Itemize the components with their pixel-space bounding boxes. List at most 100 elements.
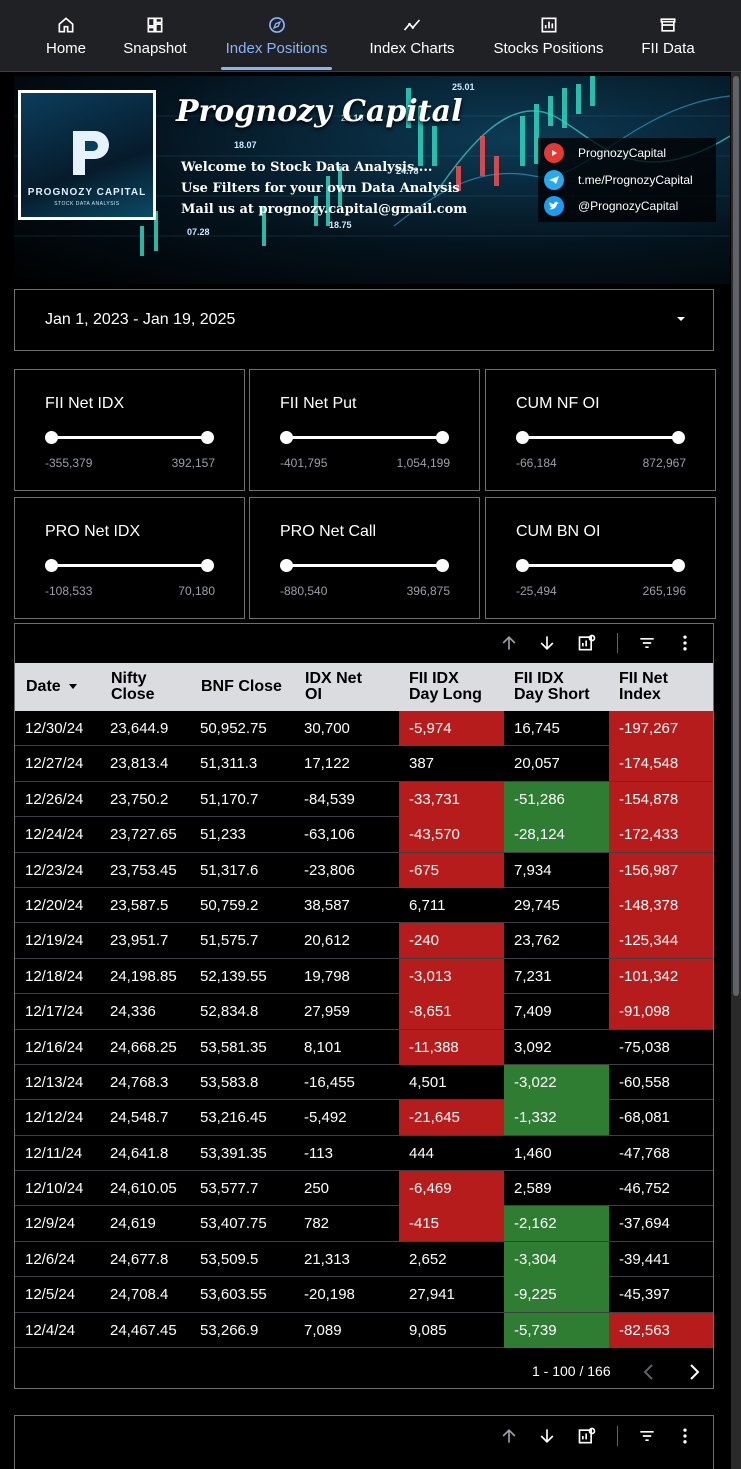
column-header-nifty-close[interactable]: Nifty Close [111, 663, 201, 711]
telegram-icon [544, 170, 564, 190]
chart-settings-icon[interactable] [577, 1426, 597, 1446]
table-cell: -2,162 [504, 1206, 609, 1242]
slider-min-handle[interactable] [516, 431, 529, 444]
tick-label: 25.01 [452, 82, 475, 92]
table-cell: 53,603.55 [200, 1286, 267, 1304]
slider-max-handle[interactable] [436, 431, 449, 444]
table-cell: 53,583.8 [200, 1073, 259, 1091]
table-cell: -174,548 [609, 746, 713, 782]
table-cell: -5,492 [304, 1109, 347, 1127]
nav-index-charts[interactable]: Index Charts [366, 0, 458, 72]
table-row: 12/18/24 24,198.85 52,139.55 19,798 -3,013 7,… [15, 958, 713, 995]
slider-track[interactable] [280, 431, 449, 444]
arrow-down-icon[interactable] [537, 1426, 557, 1446]
table-cell: 24,198.85 [110, 967, 177, 985]
table-cell: -197,267 [609, 711, 713, 746]
twitter-icon [544, 196, 564, 216]
table-cell: 29,745 [514, 896, 560, 914]
filter-icon[interactable] [637, 633, 657, 653]
column-header-fii-idx-day-short[interactable]: FII IDX Day Short [514, 663, 620, 711]
table-row: 12/19/24 23,951.7 51,575.7 20,612 -240 23,762… [15, 923, 713, 959]
date-range-selector[interactable]: Jan 1, 2023 - Jan 19, 2025 [14, 289, 714, 351]
table-cell: -11,388 [399, 1029, 504, 1065]
slider-max-handle[interactable] [201, 559, 214, 572]
slider-track[interactable] [45, 431, 214, 444]
column-header-fii-idx-day-long[interactable]: FII IDX Day Long [409, 663, 514, 711]
telegram-link[interactable]: t.me/PrognozyCapital [544, 169, 693, 191]
table-cell: -46,752 [619, 1180, 670, 1198]
slider-min-handle[interactable] [45, 431, 58, 444]
column-header-bnf-close[interactable]: BNF Close [201, 663, 305, 711]
scrollbar-thumb[interactable] [733, 76, 739, 996]
column-header-fii-net-index[interactable]: FII Net Index [619, 663, 713, 711]
arrow-up-icon[interactable] [499, 633, 519, 653]
table-cell: 20,057 [514, 755, 560, 773]
arrow-down-icon[interactable] [537, 633, 557, 653]
slider-max-handle[interactable] [672, 431, 685, 444]
table-cell: 12/12/24 [25, 1109, 84, 1127]
nav-index-positions[interactable]: Index Positions [221, 0, 332, 72]
dropdown-caret-icon [677, 317, 685, 321]
filter-icon[interactable] [637, 1426, 657, 1446]
store-icon [660, 18, 676, 32]
more-vert-icon[interactable] [675, 633, 695, 653]
table-row: 12/12/24 24,548.7 53,216.45 -5,492 -21,645 -1… [15, 1100, 713, 1136]
arrow-up-icon[interactable] [499, 1426, 519, 1446]
table-cell: 12/18/24 [25, 967, 84, 985]
table-cell: 16,745 [514, 720, 560, 737]
slider-title: CUM NF OI [516, 395, 600, 412]
column-header-idx-net-oi[interactable]: IDX Net OI [305, 663, 409, 711]
table-cell: 12/20/24 [25, 896, 84, 914]
nav-snapshot[interactable]: Snapshot [121, 0, 189, 72]
table-cell: 12/17/24 [25, 1003, 84, 1021]
table-cell: 24,668.25 [110, 1038, 177, 1056]
table-cell: 50,759.2 [200, 896, 259, 914]
more-vert-icon[interactable] [675, 1426, 695, 1446]
column-header-date[interactable]: Date [26, 663, 110, 711]
chevron-left-icon[interactable] [640, 1362, 658, 1382]
table-cell: 51,317.6 [200, 861, 259, 879]
table-row: 12/10/24 24,610.05 53,577.7 250 -6,469 2,589 -… [15, 1171, 713, 1207]
twitter-link[interactable]: @PrognozyCapital [544, 195, 678, 217]
slider-max-handle[interactable] [436, 559, 449, 572]
table-cell: 19,798 [304, 967, 350, 985]
table-cell: -33,731 [399, 781, 504, 817]
nav-stocks-positions[interactable]: Stocks Positions [491, 0, 606, 72]
slider-track[interactable] [516, 559, 685, 572]
nav-home[interactable]: Home [44, 0, 88, 72]
nav-snapshot-label: Snapshot [123, 40, 187, 57]
table-cell: -43,570 [399, 817, 504, 853]
table-cell: -154,878 [609, 781, 713, 817]
nav-fii-data[interactable]: FII Data [640, 0, 696, 72]
slider-title: FII Net Put [280, 395, 357, 412]
slider-max-value: 396,875 [406, 584, 450, 598]
table-cell: 23,753.45 [110, 861, 177, 879]
table-cell: 23,587.5 [110, 896, 169, 914]
slider-min-handle[interactable] [516, 559, 529, 572]
nav-index-charts-label: Index Charts [369, 40, 455, 57]
slider-track[interactable] [516, 431, 685, 444]
slider-min-handle[interactable] [45, 559, 58, 572]
slider-track[interactable] [45, 559, 214, 572]
table-cell: 7,409 [514, 1003, 552, 1021]
table-cell: -156,987 [609, 852, 713, 888]
slider-max-handle[interactable] [201, 431, 214, 444]
table-cell: -91,098 [609, 994, 713, 1030]
slider-title: PRO Net IDX [45, 523, 141, 540]
page-scrollbar[interactable] [731, 72, 741, 1469]
youtube-link[interactable]: PrognozyCapital [544, 142, 666, 164]
table-cell: 12/4/24 [25, 1321, 76, 1339]
slider-max-handle[interactable] [672, 559, 685, 572]
chevron-right-icon[interactable] [685, 1362, 703, 1382]
table-cell: 51,233 [200, 826, 246, 844]
slider-min-handle[interactable] [280, 559, 293, 572]
toolbar-divider [617, 633, 618, 653]
table-cell: -9,225 [504, 1277, 609, 1313]
slider-track[interactable] [280, 559, 449, 572]
table-cell: -60,558 [619, 1073, 670, 1091]
table-cell: 12/30/24 [25, 720, 84, 737]
slider-min-handle[interactable] [280, 431, 293, 444]
chart-settings-icon[interactable] [577, 633, 597, 653]
column-header-label: Index [619, 686, 661, 703]
table-cell: 12/19/24 [25, 932, 84, 950]
